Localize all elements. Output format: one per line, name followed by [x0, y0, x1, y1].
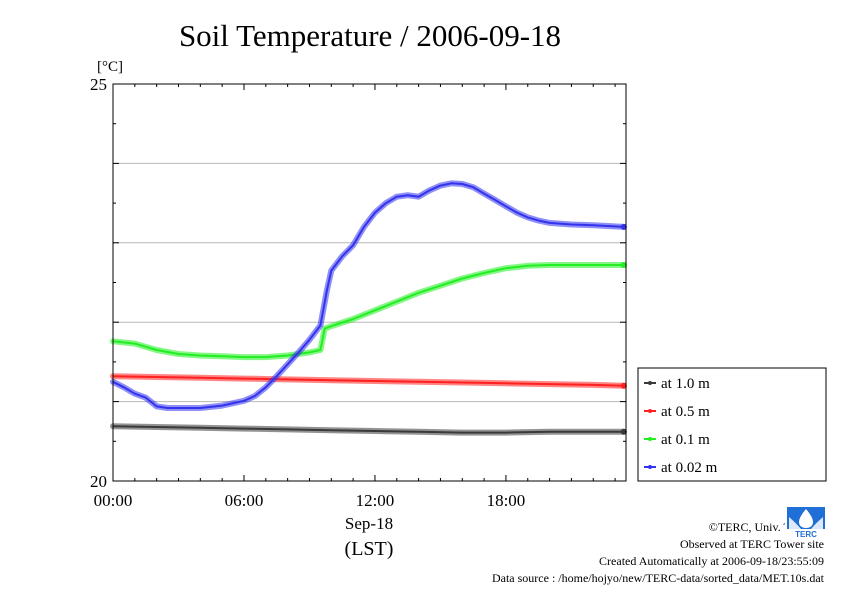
legend-marker-3: [648, 465, 652, 469]
series-band-3: [110, 180, 627, 411]
footer-observed: Observed at TERC Tower site: [679, 537, 824, 551]
legend-label-2: at 0.1 m: [661, 432, 710, 448]
y-tick-label: 25: [90, 75, 107, 94]
x-axis-label: (LST): [345, 538, 394, 560]
legend-marker-2: [648, 437, 652, 441]
plot-frame: [112, 83, 627, 482]
footer-copyright: ©TERC, Univ. Tsukuba: [708, 520, 824, 534]
grid-lines: [113, 162, 626, 403]
x-tick-label: 12:00: [356, 491, 395, 510]
series-line-1: [112, 375, 624, 387]
legend-marker-0: [648, 381, 652, 385]
series-end-marker-0: [620, 428, 627, 435]
y-tick-label: 20: [90, 472, 107, 491]
footer-source: Data source : /home/hojyo/new/TERC-data/…: [491, 571, 824, 585]
footer-credits: ©TERC, Univ. Tsukuba Observed at TERC To…: [492, 519, 824, 587]
y-unit-label: [°C]: [97, 59, 123, 75]
chart-title: Soil Temperature / 2006-09-18: [179, 18, 561, 53]
legend-box: [637, 367, 827, 482]
terc-logo-icon: TERC: [785, 503, 827, 539]
series-layer: [110, 180, 627, 436]
legend-label-1: at 0.5 m: [661, 404, 710, 420]
x-date-label: Sep-18: [345, 514, 393, 533]
legend: at 1.0 m at 0.5 m at 0.1 m at 0.02 m: [637, 367, 827, 482]
series-end-marker-3: [620, 223, 627, 230]
series-end-marker-1: [620, 382, 627, 389]
series-line-3: [112, 182, 624, 409]
series-band-2: [110, 262, 627, 361]
series-end-marker-2: [620, 262, 627, 269]
x-tick-label: 18:00: [487, 491, 526, 510]
axis-ticks: [112, 83, 626, 482]
legend-label-0: at 1.0 m: [661, 376, 710, 392]
series-line-2: [112, 264, 624, 359]
x-tick-label: 00:00: [94, 491, 133, 510]
series-line-0: [112, 425, 624, 434]
svg-text:TERC: TERC: [795, 530, 817, 539]
footer-created: Created Automatically at 2006-09-18/23:5…: [599, 554, 824, 568]
x-tick-label: 06:00: [225, 491, 264, 510]
legend-marker-1: [648, 409, 652, 413]
legend-label-3: at 0.02 m: [661, 460, 718, 476]
